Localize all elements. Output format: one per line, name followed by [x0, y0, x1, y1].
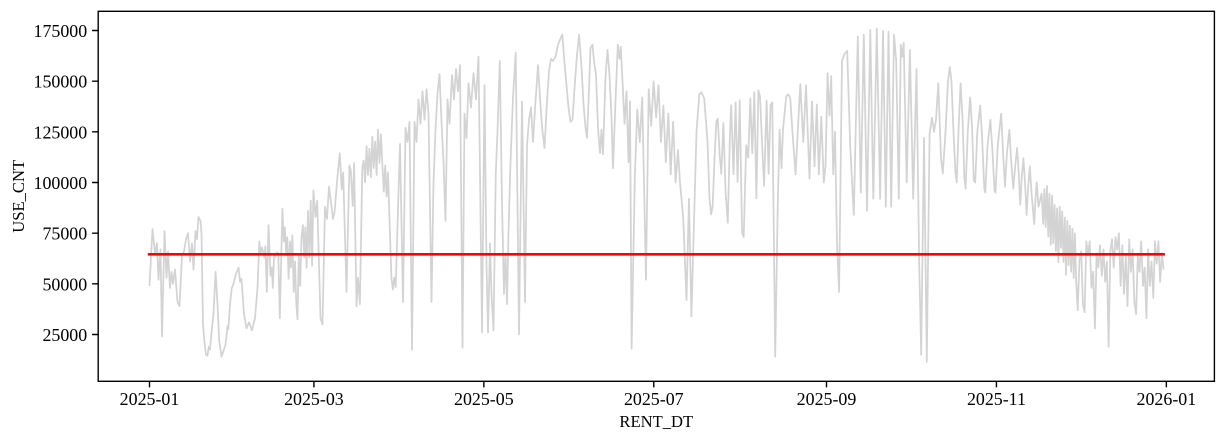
svg-text:25000: 25000: [42, 325, 87, 345]
svg-text:2025-11: 2025-11: [967, 389, 1026, 409]
svg-text:RENT_DT: RENT_DT: [619, 412, 693, 431]
svg-text:75000: 75000: [42, 224, 87, 244]
svg-text:150000: 150000: [34, 72, 88, 92]
svg-text:2025-09: 2025-09: [797, 389, 857, 409]
svg-text:2025-01: 2025-01: [120, 389, 180, 409]
svg-text:100000: 100000: [34, 173, 88, 193]
svg-text:2026-01: 2026-01: [1137, 389, 1197, 409]
svg-text:175000: 175000: [34, 21, 88, 41]
svg-text:125000: 125000: [34, 122, 88, 142]
svg-text:50000: 50000: [42, 274, 87, 294]
svg-text:2025-05: 2025-05: [454, 389, 514, 409]
svg-text:2025-03: 2025-03: [284, 389, 344, 409]
svg-text:2025-07: 2025-07: [624, 389, 684, 409]
svg-text:USE_CNT: USE_CNT: [9, 160, 28, 233]
